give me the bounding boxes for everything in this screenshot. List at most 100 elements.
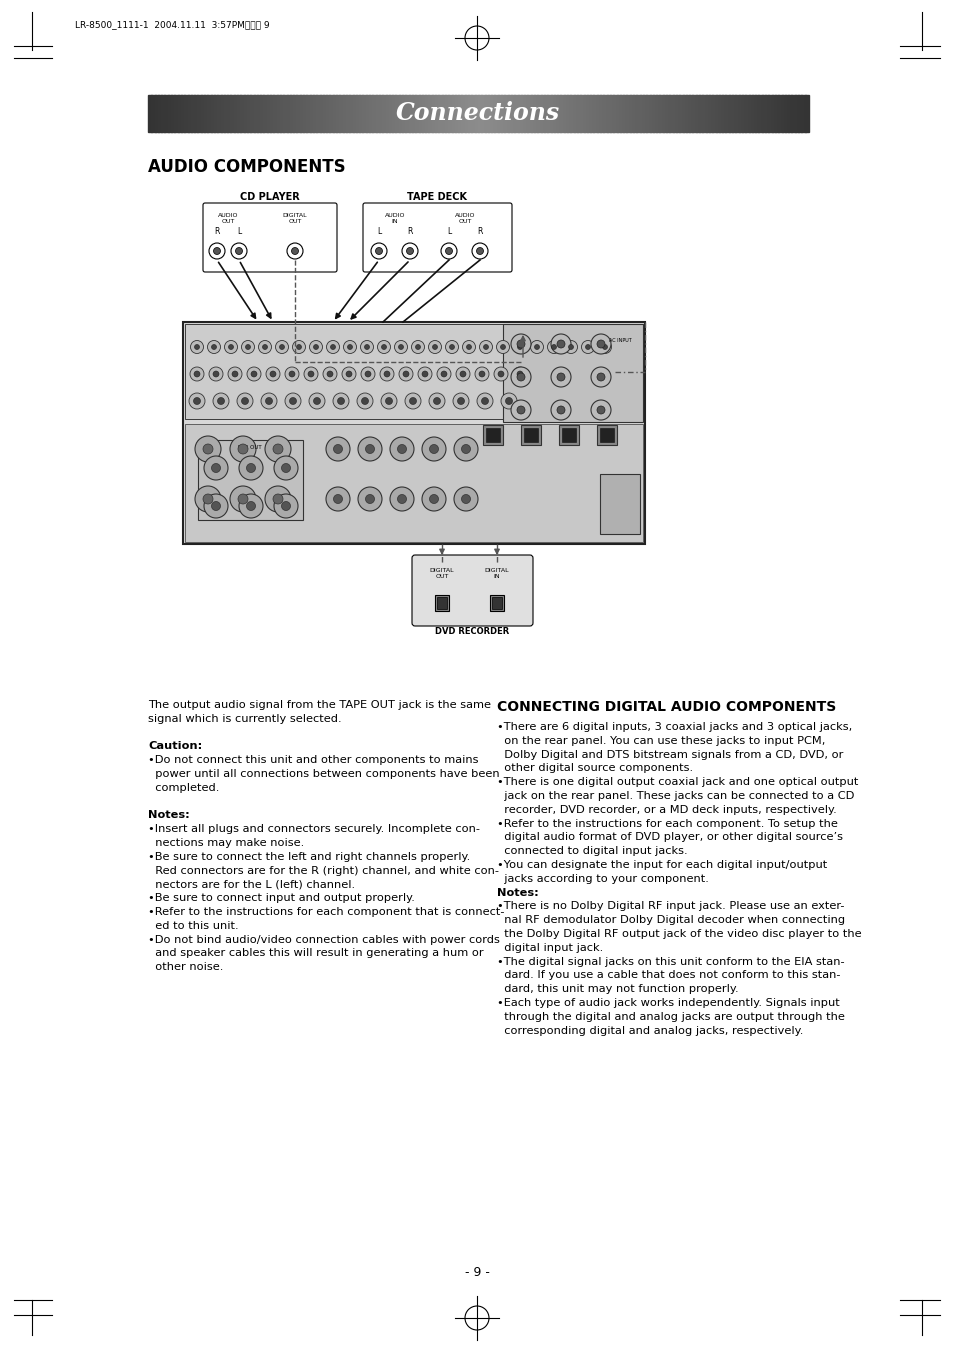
Bar [448, 95, 452, 132]
Circle shape [281, 463, 291, 473]
Text: •Each type of audio jack works independently. Signals input: •Each type of audio jack works independe… [497, 998, 839, 1008]
Circle shape [395, 340, 407, 354]
Bar [659, 95, 663, 132]
Circle shape [293, 340, 305, 354]
Bar [319, 95, 324, 132]
Bar [220, 95, 225, 132]
Bar [724, 95, 729, 132]
Text: and speaker cables this will result in generating a hum or: and speaker cables this will result in g… [148, 948, 483, 958]
Text: •Do not bind audio/video connection cables with power cords: •Do not bind audio/video connection cabl… [148, 935, 499, 944]
Circle shape [517, 407, 524, 413]
Text: signal which is currently selected.: signal which is currently selected. [148, 713, 341, 724]
Text: the Dolby Digital RF output jack of the video disc player to the: the Dolby Digital RF output jack of the … [497, 929, 861, 939]
Bar [339, 95, 343, 132]
Bar [597, 426, 617, 444]
Bar [267, 95, 271, 132]
Bar [741, 95, 745, 132]
Text: nections may make noise.: nections may make noise. [148, 838, 304, 848]
Bar [494, 95, 498, 132]
Bar [395, 95, 399, 132]
Circle shape [375, 247, 382, 254]
Bar [154, 95, 159, 132]
Bar [636, 95, 640, 132]
Text: •There is one digital output coaxial jack and one optical output: •There is one digital output coaxial jac… [497, 777, 858, 788]
Text: jack on the rear panel. These jacks can be connected to a CD: jack on the rear panel. These jacks can … [497, 790, 854, 801]
Circle shape [384, 372, 390, 377]
Circle shape [476, 393, 493, 409]
Bar [550, 95, 555, 132]
Bar [415, 95, 419, 132]
Bar [435, 95, 439, 132]
Text: AUDIO
OUT: AUDIO OUT [217, 213, 238, 224]
Circle shape [347, 345, 352, 350]
Bar [188, 95, 192, 132]
Circle shape [279, 345, 284, 350]
Bar [455, 95, 458, 132]
Text: L: L [236, 227, 241, 235]
Bar [310, 95, 314, 132]
Circle shape [436, 367, 451, 381]
Circle shape [346, 372, 352, 377]
Text: AUDIO
OUT: AUDIO OUT [455, 213, 475, 224]
Bar [705, 95, 709, 132]
Text: R: R [214, 227, 219, 235]
Bar [441, 95, 446, 132]
Bar [233, 95, 238, 132]
Bar [622, 95, 627, 132]
Bar [451, 95, 456, 132]
Circle shape [209, 243, 225, 259]
Bar [385, 95, 390, 132]
Bar [194, 95, 198, 132]
Text: R: R [407, 227, 413, 235]
Bar [719, 95, 722, 132]
Text: •Insert all plugs and connectors securely. Incomplete con-: •Insert all plugs and connectors securel… [148, 824, 479, 834]
Text: R: R [476, 227, 482, 235]
Circle shape [204, 457, 228, 480]
Text: through the digital and analog jacks are output through the: through the digital and analog jacks are… [497, 1012, 844, 1021]
Bar [561, 428, 576, 442]
Bar [224, 95, 228, 132]
Bar [475, 95, 478, 132]
Circle shape [314, 397, 320, 404]
Bar [487, 95, 492, 132]
Text: CD PLAYER: CD PLAYER [240, 192, 299, 203]
Circle shape [476, 247, 483, 254]
Circle shape [371, 243, 387, 259]
Text: •Do not connect this unit and other components to mains: •Do not connect this unit and other comp… [148, 755, 478, 765]
Text: Red connectors are for the R (right) channel, and white con-: Red connectors are for the R (right) cha… [148, 866, 498, 875]
Bar [599, 428, 614, 442]
Circle shape [500, 393, 517, 409]
Circle shape [212, 463, 220, 473]
Text: AUDIO
IN: AUDIO IN [384, 213, 405, 224]
Bar [355, 95, 360, 132]
Circle shape [385, 397, 392, 404]
Circle shape [365, 444, 375, 454]
Bar [791, 95, 795, 132]
Bar [692, 95, 696, 132]
Circle shape [564, 340, 577, 354]
Circle shape [213, 247, 220, 254]
Bar [500, 95, 505, 132]
Text: nal RF demodulator Dolby Digital decoder when connecting: nal RF demodulator Dolby Digital decoder… [497, 915, 844, 925]
Circle shape [377, 340, 390, 354]
Circle shape [323, 367, 336, 381]
Bar [392, 95, 396, 132]
Bar [715, 95, 720, 132]
Text: PRE OUT: PRE OUT [238, 444, 261, 450]
Circle shape [235, 247, 242, 254]
Bar [198, 440, 303, 520]
Bar [527, 95, 531, 132]
Circle shape [314, 345, 318, 350]
Circle shape [590, 334, 610, 354]
Text: recorder, DVD recorder, or a MD deck inputs, respectively.: recorder, DVD recorder, or a MD deck inp… [497, 805, 836, 815]
Text: Notes:: Notes: [497, 888, 538, 897]
Circle shape [497, 372, 503, 377]
Circle shape [433, 397, 440, 404]
Circle shape [247, 367, 261, 381]
Bar [751, 95, 756, 132]
Bar [231, 95, 234, 132]
Circle shape [232, 372, 237, 377]
Circle shape [193, 397, 200, 404]
Bar [721, 95, 726, 132]
Circle shape [453, 393, 469, 409]
